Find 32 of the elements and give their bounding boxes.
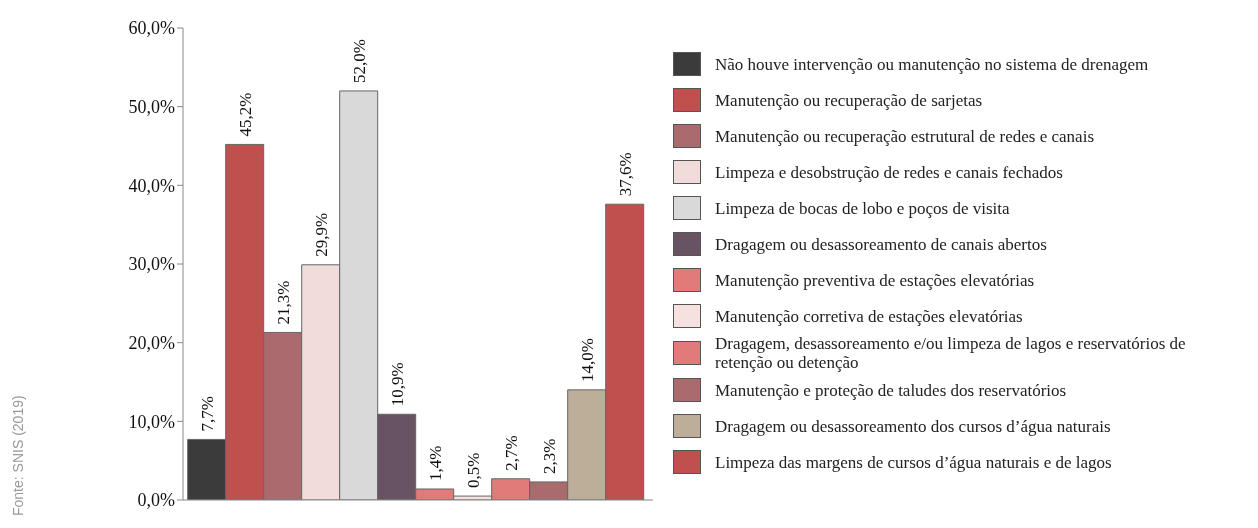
y-tick-label: 50,0% <box>128 97 175 118</box>
data-label: 29,9% <box>311 212 331 257</box>
data-label: 2,7% <box>501 435 521 471</box>
legend-label: Limpeza de bocas de lobo e poços de visita <box>715 198 1010 218</box>
data-label: 21,3% <box>273 280 293 325</box>
legend-label: Dragagem, desassoreamento e/ou limpeza de lagos e reservatórios de retenção ou detenção <box>715 334 1187 372</box>
y-tick-label: 30,0% <box>128 254 175 275</box>
legend-label: Limpeza das margens de cursos d’água naturais e de lagos <box>715 452 1112 472</box>
y-tick-label: 60,0% <box>128 18 175 39</box>
data-label: 2,3% <box>539 438 559 474</box>
y-tick-label: 10,0% <box>128 411 175 432</box>
legend-label: Dragagem ou desassoreamento de canais abertos <box>715 234 1047 254</box>
y-tick-label: 20,0% <box>128 333 175 354</box>
legend-label: Manutenção ou recuperação de sarjetas <box>715 90 983 110</box>
legend-label: Dragagem ou desassoreamento dos cursos d’água naturais <box>715 416 1111 436</box>
legend-label: Manutenção corretiva de estações elevatórias <box>715 306 1023 326</box>
legend-label: Limpeza e desobstrução de redes e canais fechados <box>715 162 1063 182</box>
source-note: Fonte: SNIS (2019) <box>10 394 26 516</box>
legend-label: Não houve intervenção ou manutenção no sistema de drenagem <box>715 54 1149 74</box>
data-label: 0,5% <box>463 452 483 489</box>
data-label: 7,7% <box>197 396 217 432</box>
data-label: 1,4% <box>425 445 445 481</box>
legend-label: Manutenção ou recuperação estrutural de redes e canais <box>715 126 1094 146</box>
data-label: 45,2% <box>235 92 255 137</box>
legend-label: Manutenção preventiva de estações elevatórias <box>715 270 1035 290</box>
data-label: 10,9% <box>387 362 407 407</box>
y-tick-label: 40,0% <box>128 175 175 196</box>
data-label: 52,0% <box>349 39 369 83</box>
y-tick-label: 0,0% <box>137 490 175 511</box>
data-label: 14,0% <box>577 337 597 382</box>
legend-label: Manutenção e proteção de taludes dos reservatórios <box>715 380 1067 400</box>
data-label: 37,6% <box>615 152 635 197</box>
